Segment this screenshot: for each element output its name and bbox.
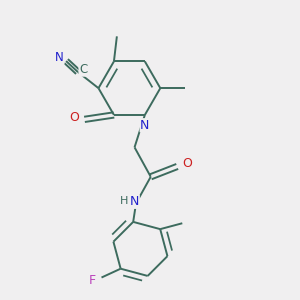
Text: O: O: [183, 157, 193, 170]
Text: N: N: [55, 51, 64, 64]
Text: N: N: [130, 195, 139, 208]
Text: F: F: [89, 274, 96, 287]
Text: C: C: [79, 63, 87, 76]
Text: O: O: [69, 111, 79, 124]
Text: H: H: [119, 196, 128, 206]
Text: N: N: [140, 119, 149, 132]
